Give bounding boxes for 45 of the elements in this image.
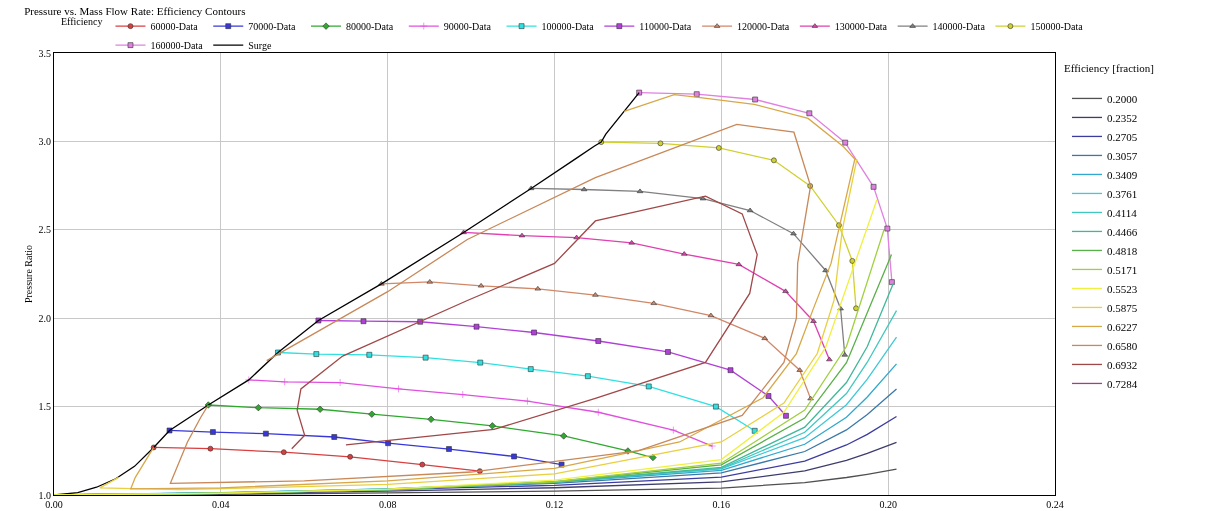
- legend-label: 80000-Data: [346, 21, 394, 33]
- x-tick-label: 0.16: [712, 499, 731, 510]
- legend-label: 0.6932: [1107, 358, 1138, 371]
- x-tick-label: 0.12: [545, 499, 564, 510]
- legend-label: 120000-Data: [737, 21, 790, 33]
- y-tick-label: 3.5: [38, 47, 51, 59]
- chart-title: Pressure vs. Mass Flow Rate: Efficiency Contours: [24, 5, 246, 18]
- legend-label: 0.5171: [1107, 263, 1138, 276]
- legend-label: 60000-Data: [150, 21, 199, 33]
- legend-label: 130000-Data: [834, 21, 888, 33]
- x-tick-label: 0.24: [1046, 499, 1064, 510]
- x-tick-label: 0.20: [879, 499, 897, 510]
- y-tick-label: 1.0: [38, 489, 51, 501]
- legend-label: 0.3761: [1107, 187, 1138, 200]
- legend-label: 0.5875: [1107, 301, 1138, 314]
- legend-title: Efficiency: [61, 15, 103, 27]
- legend-label: 0.6227: [1107, 320, 1138, 333]
- y-axis-title: Pressure Ratio: [22, 244, 34, 304]
- legend-label: 0.5523: [1107, 282, 1138, 295]
- legend-label: 70000-Data: [248, 21, 297, 33]
- legend-label: 0.2352: [1107, 111, 1138, 124]
- legend-label: Surge: [248, 40, 272, 52]
- legend-label: 140000-Data: [932, 21, 986, 33]
- legend-label: 0.2705: [1107, 130, 1138, 143]
- legend-label: 0.4114: [1107, 206, 1138, 219]
- legend-label: 160000-Data: [150, 40, 204, 52]
- legend-label: 150000-Data: [1030, 21, 1084, 33]
- legend-label: 100000-Data: [541, 21, 595, 33]
- y-tick-label: 2.0: [38, 312, 51, 324]
- y-tick-label: 3.0: [38, 135, 51, 147]
- legend-label: 0.3409: [1107, 168, 1138, 181]
- text: Efficiency [fraction]: [1064, 62, 1154, 74]
- y-tick-label: 2.5: [38, 224, 51, 236]
- legend-label: 0.3057: [1107, 149, 1138, 162]
- x-tick-label: 0.08: [378, 499, 397, 510]
- y-tick-label: 1.5: [38, 401, 51, 413]
- legend-label: 90000-Data: [443, 21, 492, 33]
- legend-label: 0.6580: [1107, 339, 1138, 352]
- x-tick-label: 0.00: [45, 499, 63, 510]
- legend-label: 0.2000: [1107, 92, 1138, 105]
- legend-label: 0.7284: [1107, 377, 1138, 390]
- legend-label: 0.4466: [1107, 225, 1138, 238]
- legend-label: 0.4818: [1107, 244, 1138, 257]
- x-tick-label: 0.04: [212, 499, 230, 510]
- legend-label: 110000-Data: [639, 21, 692, 33]
